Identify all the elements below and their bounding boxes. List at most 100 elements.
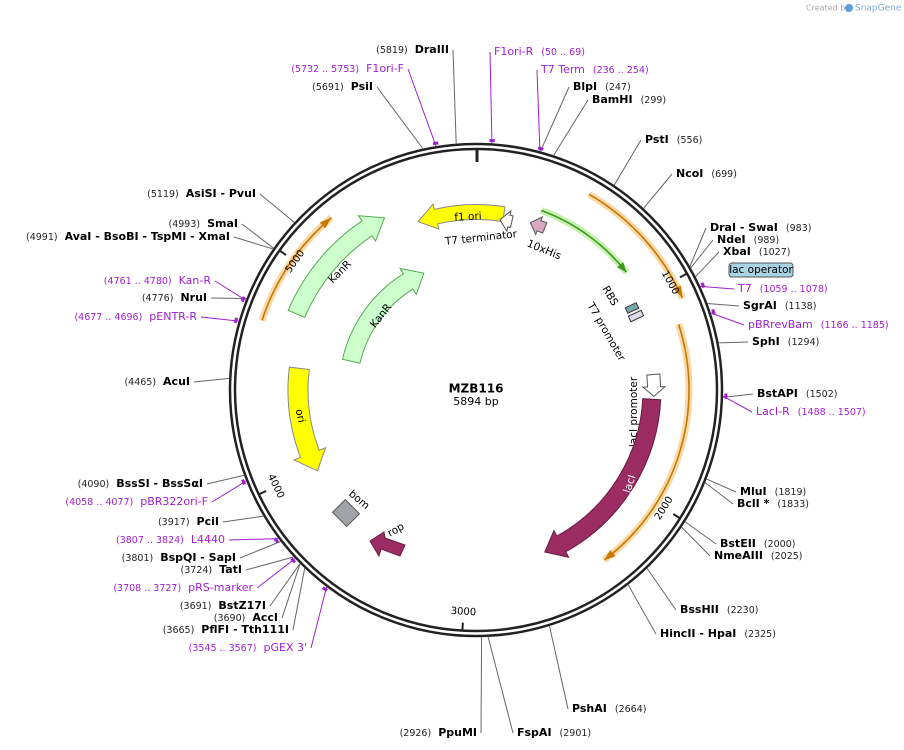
site-position: (989)	[754, 235, 780, 246]
site-name: MluI	[740, 485, 767, 498]
site-name: PciI	[197, 515, 219, 528]
site-leader	[718, 341, 749, 344]
tick-mark	[672, 513, 681, 520]
feature-10xhis	[529, 216, 548, 236]
site-label: (5119) AsiSI - PvuI	[147, 187, 256, 200]
feature-laci-promoter	[641, 373, 667, 397]
feature-label: T7 terminator	[443, 228, 518, 248]
primer-label: T7 Term (236 .. 254)	[540, 63, 649, 76]
site-leader	[681, 526, 711, 557]
feature-label: lacI promoter	[628, 376, 640, 447]
site-leader	[613, 139, 642, 186]
primer-name: pBRrevBam	[748, 318, 813, 331]
site-label: BstEII (2000)	[720, 537, 795, 550]
site-position: (1833)	[777, 499, 809, 510]
site-leader	[259, 193, 295, 223]
primer-mark	[241, 479, 246, 486]
primer-position: (4677 .. 4696)	[74, 312, 142, 323]
site-leader	[707, 303, 740, 307]
site-position: (3917)	[158, 517, 190, 528]
primer-label: T7 (1059 .. 1078)	[737, 282, 828, 295]
site-position: (4991)	[26, 232, 58, 243]
site-name: FspAI	[517, 726, 552, 739]
site-leader	[646, 567, 677, 611]
primer-position: (4761 .. 4780)	[104, 276, 172, 287]
site-label: (4993) SmaI	[169, 217, 239, 230]
feature-bom	[331, 498, 361, 528]
site-leader	[684, 521, 717, 545]
site-name: PsiI	[351, 80, 373, 93]
primer-label: LacI-R (1488 .. 1507)	[756, 405, 866, 418]
tag-arc	[541, 209, 628, 273]
primer-mark	[537, 146, 544, 151]
primer-name: Kan-R	[179, 274, 212, 287]
tick-label: 4000	[265, 473, 286, 501]
primer-leader	[228, 538, 279, 541]
orf-arc-head	[604, 550, 616, 561]
site-position: (983)	[786, 223, 812, 234]
primer-label: (4677 .. 4696) pENTR-R	[74, 310, 197, 323]
site-label: (3801) BspQI - SapI	[122, 551, 236, 564]
site-label: HincII - HpaI (2325)	[660, 627, 776, 640]
primer-name: L4440	[191, 533, 225, 546]
primer-name: LacI-R	[756, 405, 790, 418]
orf-arc	[603, 323, 690, 561]
site-label: (3917) PciI	[158, 515, 219, 528]
primer-name: pGEX 3'	[263, 641, 307, 654]
site-name: AccI	[252, 611, 278, 624]
site-name: TatI	[219, 563, 242, 576]
site-label: PstI (556)	[645, 133, 702, 146]
site-position: (3690)	[214, 613, 246, 624]
site-label: SphI (1294)	[752, 335, 819, 348]
site-name: NcoI	[676, 167, 703, 180]
site-name: DraI - SwaI	[710, 221, 778, 234]
site-label: (5691) PsiI	[312, 80, 373, 93]
plasmid-length: 5894 bp	[453, 395, 498, 408]
site-leader	[269, 563, 301, 607]
site-leader	[487, 636, 514, 734]
site-name: AsiSI - PvuI	[186, 187, 256, 200]
feature-t7-terminator	[499, 209, 514, 233]
site-leader	[548, 625, 569, 710]
site-leader	[222, 515, 264, 523]
site-name: AcuI	[163, 375, 190, 388]
site-position: (299)	[641, 95, 667, 106]
primer-leader	[214, 280, 247, 301]
site-position: (699)	[711, 169, 737, 180]
orf-arc	[588, 193, 684, 299]
site-leader	[292, 567, 306, 631]
site-name: BclI *	[737, 497, 770, 510]
primer-leader	[211, 480, 247, 503]
primer-mark	[432, 141, 439, 146]
primer-name: F1ori-F	[366, 62, 404, 75]
site-name: BstAPI	[757, 387, 798, 400]
primer-name: pBR322ori-F	[140, 495, 208, 508]
orf-arc	[261, 216, 332, 321]
site-position: (2664)	[615, 704, 647, 715]
site-position: (1294)	[788, 337, 820, 348]
site-position: (1819)	[775, 487, 807, 498]
feature-rop	[369, 531, 406, 558]
site-leader	[193, 377, 230, 383]
backbone-inner	[233, 147, 719, 633]
site-position: (2926)	[400, 728, 432, 739]
site-name: BamHI	[592, 93, 633, 106]
site-label: NdeI (989)	[717, 233, 779, 246]
primer-mark	[233, 317, 239, 324]
site-position: (3724)	[181, 565, 213, 576]
primer-position: (50 .. 69)	[541, 47, 585, 58]
site-name: PstI	[645, 133, 669, 146]
site-position: (4090)	[78, 479, 110, 490]
primer-position: (3708 .. 3727)	[113, 583, 181, 594]
primer-position: (4058 .. 4077)	[65, 497, 133, 508]
primer-leader	[256, 558, 296, 589]
feature-kanr	[287, 215, 386, 318]
feature-label: 10xHis	[525, 238, 563, 263]
site-name: PflFI - Tth111I	[201, 623, 289, 636]
site-label: BclI * (1833)	[737, 497, 809, 510]
site-label: (2926) PpuMI	[400, 726, 477, 739]
site-name: NdeI	[717, 233, 746, 246]
site-leader	[281, 563, 301, 619]
